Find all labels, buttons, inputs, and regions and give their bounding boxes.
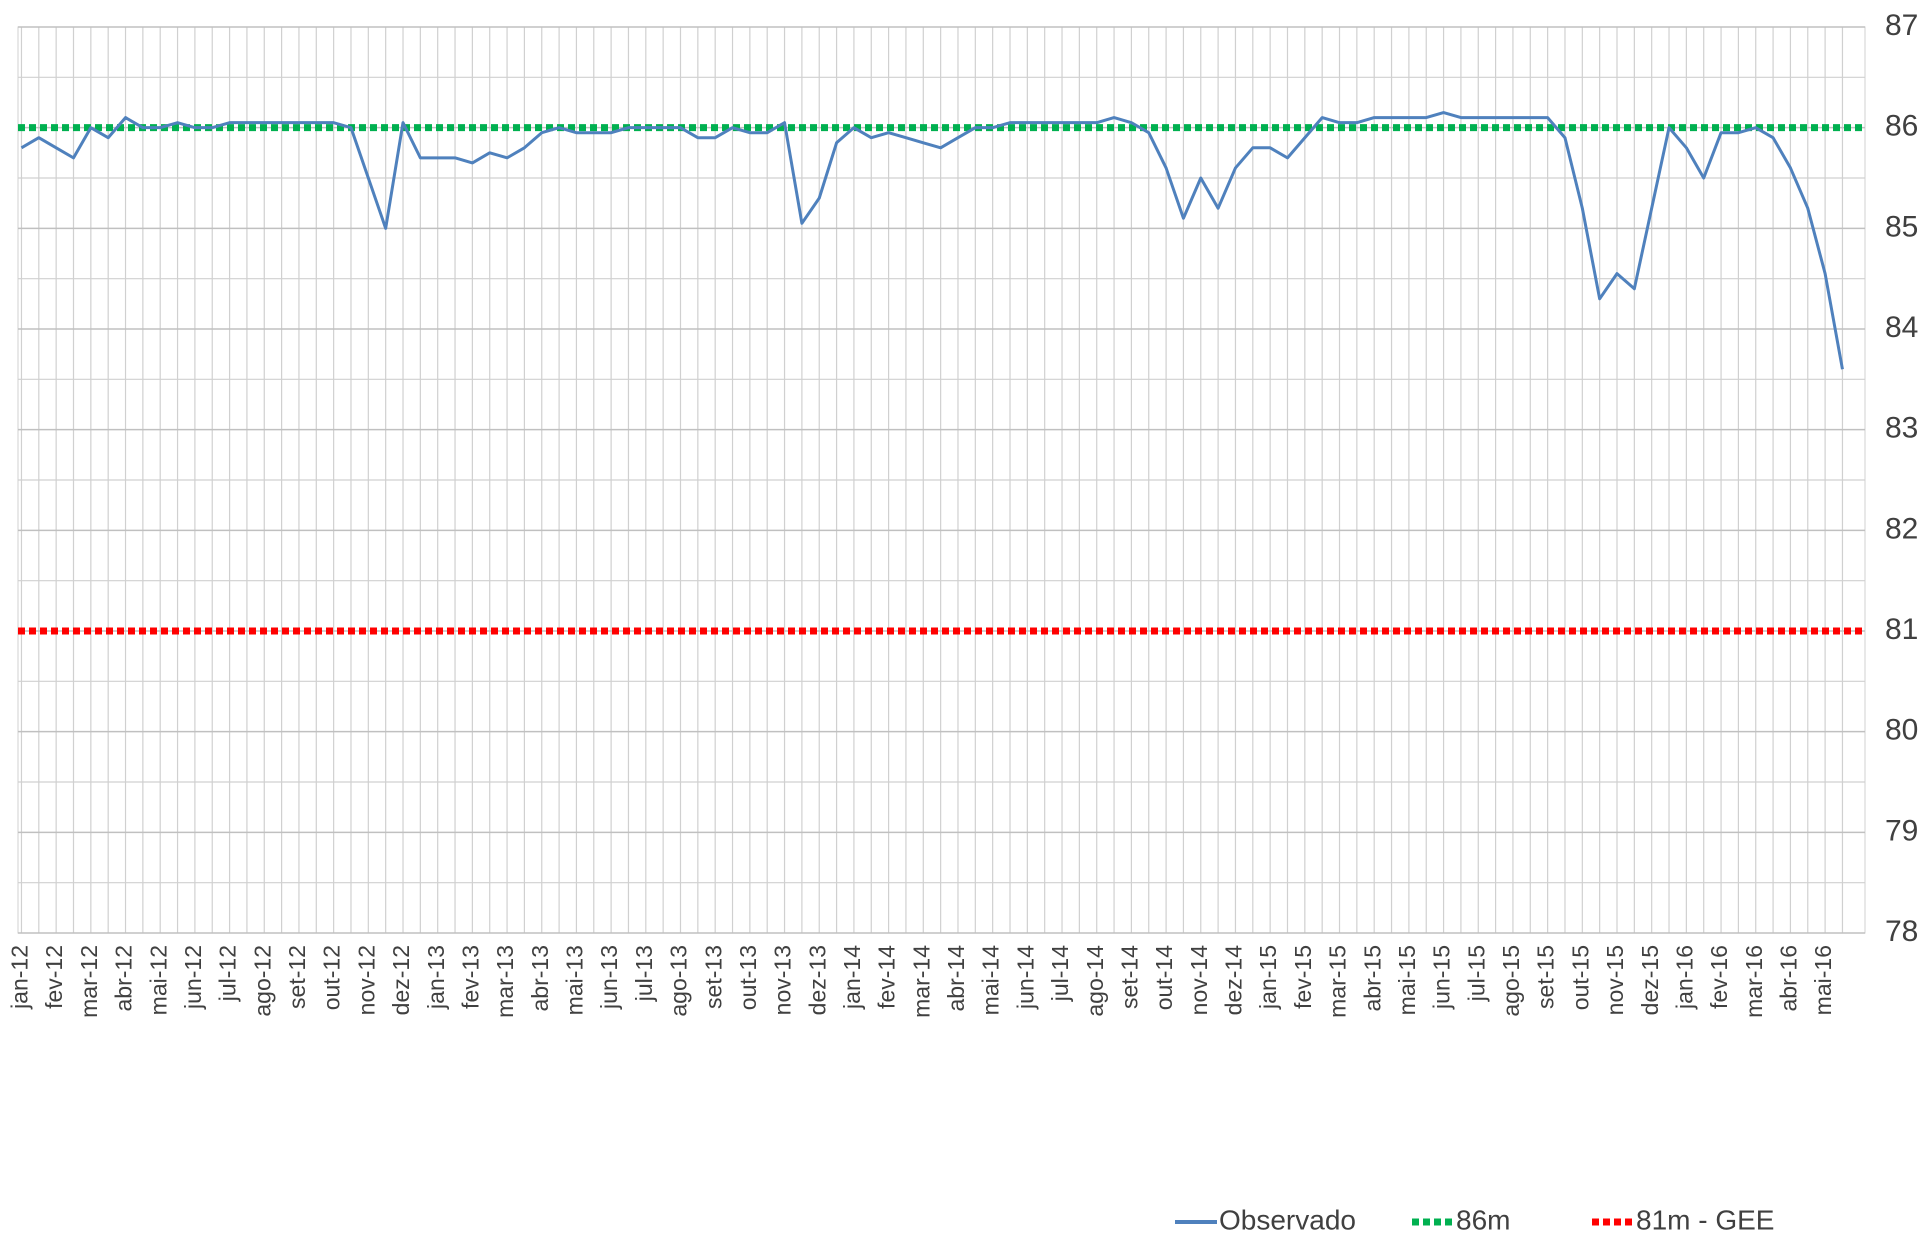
x-tick-label: mai-15 (1394, 945, 1420, 1015)
x-tick-label: mar-15 (1325, 945, 1351, 1018)
x-tick-label: jul-15 (1463, 945, 1489, 1002)
x-tick-label: abr-12 (111, 945, 137, 1011)
x-tick-label: set-12 (284, 945, 310, 1009)
x-tick-label: mar-12 (76, 945, 102, 1018)
x-tick-label: fev-15 (1290, 945, 1316, 1009)
x-tick-label: dez-12 (388, 945, 414, 1015)
x-tick-label: out-15 (1567, 945, 1593, 1010)
x-tick-label: abr-14 (943, 945, 969, 1012)
y-tick-label: 87 (1885, 9, 1918, 42)
x-tick-label: jun-12 (180, 945, 206, 1010)
y-tick-label: 80 (1885, 714, 1918, 747)
y-tick-label: 84 (1885, 311, 1918, 344)
x-tick-label: abr-13 (527, 945, 553, 1011)
x-tick-label: jan-14 (839, 945, 865, 1010)
x-tick-label: out-12 (319, 945, 345, 1010)
y-tick-label: 82 (1885, 512, 1918, 545)
y-tick-label: 86 (1885, 110, 1918, 143)
x-tick-label: jun-14 (1012, 945, 1038, 1010)
y-tick-label: 78 (1885, 915, 1918, 948)
x-tick-label: mar-14 (908, 945, 934, 1018)
x-tick-label: fev-16 (1706, 945, 1732, 1009)
x-tick-label: mai-12 (145, 945, 171, 1015)
x-tick-label: set-14 (1116, 945, 1142, 1009)
x-tick-label: out-13 (735, 945, 761, 1010)
x-tick-label: fev-14 (874, 945, 900, 1009)
x-tick-label: jan-15 (1255, 945, 1281, 1010)
x-tick-label: set-15 (1533, 945, 1559, 1009)
x-tick-label: nov-14 (1186, 945, 1212, 1016)
y-tick-label: 79 (1885, 814, 1918, 847)
x-tick-label: dez-13 (804, 945, 830, 1015)
x-tick-label: jan-16 (1671, 945, 1697, 1010)
x-tick-label: out-14 (1151, 945, 1177, 1010)
y-tick-label: 81 (1885, 613, 1918, 646)
x-tick-label: nov-15 (1602, 945, 1628, 1015)
x-tick-label: ago-13 (666, 945, 692, 1017)
x-tick-label: dez-15 (1637, 945, 1663, 1015)
x-tick-label: ago-15 (1498, 945, 1524, 1017)
x-tick-label: abr-15 (1359, 945, 1385, 1011)
x-tick-label: dez-14 (1221, 945, 1247, 1016)
x-tick-label: ago-12 (249, 945, 275, 1017)
x-tick-label: fev-13 (457, 945, 483, 1009)
x-tick-label: jul-12 (215, 945, 241, 1002)
x-tick-label: fev-12 (41, 945, 67, 1009)
x-tick-label: jun-13 (596, 945, 622, 1010)
x-tick-label: nov-13 (770, 945, 796, 1015)
x-tick-label: mai-13 (562, 945, 588, 1015)
y-tick-label: 85 (1885, 210, 1918, 243)
x-tick-label: jul-14 (1047, 945, 1073, 1002)
x-tick-label: set-13 (700, 945, 726, 1009)
x-tick-label: nov-12 (353, 945, 379, 1015)
x-tick-label: mar-16 (1741, 945, 1767, 1018)
x-tick-label: jan-12 (7, 945, 33, 1010)
data-line (20, 111, 1844, 370)
legend-label: Observado (1219, 1204, 1356, 1235)
y-tick-label: 83 (1885, 412, 1918, 445)
x-tick-label: ago-14 (1082, 945, 1108, 1017)
x-tick-label: mai-14 (978, 945, 1004, 1016)
x-tick-label: jul-13 (631, 945, 657, 1002)
legend-label: 81m - GEE (1636, 1204, 1774, 1235)
x-tick-label: jan-13 (423, 945, 449, 1010)
x-tick-label: abr-16 (1776, 945, 1802, 1011)
x-tick-label: mar-13 (492, 945, 518, 1018)
legend-label: 86m (1456, 1204, 1510, 1235)
x-tick-label: mai-16 (1810, 945, 1836, 1015)
x-tick-label: jun-15 (1429, 945, 1455, 1010)
